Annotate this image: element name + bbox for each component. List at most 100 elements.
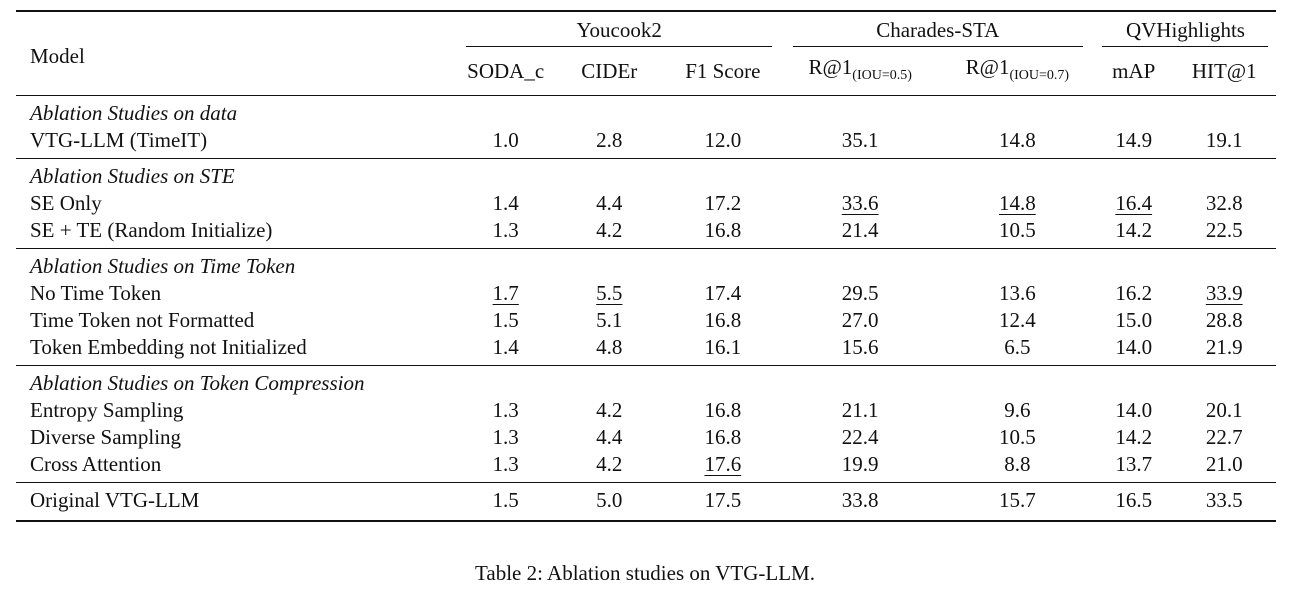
cell-value: 17.6 <box>704 452 742 476</box>
cell-value: 5.5 <box>596 281 623 305</box>
cell-value: 14.2 <box>1115 425 1153 449</box>
cell-value: 6.5 <box>1004 335 1031 359</box>
row-model-name: SE + TE (Random Initialize) <box>30 218 273 242</box>
col-header-map: mAP <box>1112 59 1156 83</box>
cell-value: 1.3 <box>492 398 519 422</box>
cell-map: 15.0 <box>1095 307 1173 334</box>
cell-soda: 1.0 <box>458 127 554 159</box>
cell-value: 16.2 <box>1115 281 1153 305</box>
section-header-row: Ablation Studies on data <box>16 95 1276 127</box>
column-header-row: SODA_c CIDEr F1 Score R@1(IOU=0.5) R@1(I… <box>16 50 1276 96</box>
cell-value: 1.5 <box>492 308 519 332</box>
cell-cider: 5.1 <box>554 307 665 334</box>
cell-hit1: 21.0 <box>1172 451 1276 483</box>
col-header-r1-iou07-sub: (IOU=0.7) <box>1009 68 1070 83</box>
cell-hit1: 22.7 <box>1172 424 1276 451</box>
cell-soda: 1.3 <box>458 451 554 483</box>
col-header-hit1: HIT@1 <box>1191 59 1257 83</box>
cell-value: 1.0 <box>492 128 519 152</box>
table-row: Entropy Sampling 1.3 4.2 16.8 21.1 9.6 14.0 20.… <box>16 397 1276 424</box>
cell-value: 10.5 <box>998 218 1036 242</box>
cell-hit1: 32.8 <box>1172 190 1276 217</box>
cell-hit1: 20.1 <box>1172 397 1276 424</box>
cell-cider: 5.0 <box>553 482 666 522</box>
cell-value: 13.7 <box>1115 452 1153 476</box>
row-model-name: Entropy Sampling <box>30 398 184 422</box>
cell-value: 4.2 <box>596 452 623 476</box>
cell-r1-iou05: 35.1 <box>781 127 940 159</box>
cell-value: 14.0 <box>1115 398 1153 422</box>
cell-value: 1.7 <box>492 281 519 305</box>
cell-r1-iou07: 14.8 <box>940 127 1095 159</box>
cell-value: 8.8 <box>1004 452 1031 476</box>
cell-value: 1.3 <box>492 218 519 242</box>
group-header-row: Model Youcook2 Charades-STA QVHighlights <box>16 10 1276 96</box>
cell-r1-iou07: 14.8 <box>940 190 1095 217</box>
cell-soda: 1.4 <box>458 190 554 217</box>
cell-r1-iou05: 29.5 <box>781 280 940 307</box>
cell-r1-iou05: 21.1 <box>781 397 940 424</box>
table-row: Token Embedding not Initialized 1.4 4.8 16.… <box>16 334 1276 366</box>
cell-r1-iou05: 33.8 <box>780 482 940 522</box>
cell-value: 27.0 <box>841 308 879 332</box>
cell-value: 22.7 <box>1205 425 1243 449</box>
table-row: SE + TE (Random Initialize) 1.3 4.2 16.8 21.… <box>16 217 1276 249</box>
row-model-name: Diverse Sampling <box>30 425 182 449</box>
col-header-r1-iou05: R@1(IOU=0.5) <box>781 50 940 96</box>
cell-value: 35.1 <box>841 128 879 152</box>
section-title: Ablation Studies on STE <box>16 158 1276 190</box>
col-header-r1-iou05-sub: (IOU=0.5) <box>852 68 912 83</box>
table-row: Time Token not Formatted 1.5 5.1 16.8 27.0 12… <box>16 307 1276 334</box>
cell-soda: 1.3 <box>458 424 554 451</box>
cell-f1: 17.5 <box>665 482 781 522</box>
cell-r1-iou05: 19.9 <box>781 451 940 483</box>
group-header-qvhighlights-label: QVHighlights <box>1102 17 1269 47</box>
cell-soda: 1.3 <box>458 397 554 424</box>
cell-value: 14.8 <box>998 191 1036 215</box>
final-section: Original VTG-LLM 1.5 5.0 17.5 33.8 15.7 … <box>16 482 1276 522</box>
table-row: No Time Token 1.7 5.5 17.4 29.5 13.6 16.2 33.9 <box>16 280 1276 307</box>
cell-r1-iou05: 27.0 <box>781 307 940 334</box>
cell-f1: 17.2 <box>665 190 781 217</box>
col-header-r1-iou07: R@1(IOU=0.7) <box>940 50 1095 96</box>
cell-value: 15.6 <box>841 335 879 359</box>
cell-r1-iou05: 21.4 <box>781 217 940 249</box>
row-model-name: VTG-LLM (TimeIT) <box>30 128 208 152</box>
table-row: VTG-LLM (TimeIT) 1.0 2.8 12.0 35.1 14.8 14.9 19… <box>16 127 1276 159</box>
cell-value: 16.8 <box>704 398 742 422</box>
cell-cider: 2.8 <box>554 127 665 159</box>
cell-value: 32.8 <box>1205 191 1243 215</box>
row-model-name: Original VTG-LLM <box>16 482 458 522</box>
cell-cider: 5.5 <box>554 280 665 307</box>
cell-value: 16.1 <box>704 335 742 359</box>
cell-r1-iou05: 22.4 <box>781 424 940 451</box>
cell-soda: 1.4 <box>458 334 554 366</box>
cell-r1-iou07: 10.5 <box>940 424 1095 451</box>
cell-map: 14.0 <box>1095 334 1173 366</box>
table-body: Ablation Studies on data VTG-LLM (TimeIT)… <box>16 95 1276 483</box>
cell-cider: 4.2 <box>554 217 665 249</box>
row-model-name: SE Only <box>30 191 102 215</box>
cell-value: 12.4 <box>998 308 1036 332</box>
cell-r1-iou07: 10.5 <box>940 217 1095 249</box>
cell-f1: 17.6 <box>665 451 781 483</box>
cell-soda: 1.7 <box>458 280 554 307</box>
cell-r1-iou07: 12.4 <box>940 307 1095 334</box>
cell-map: 13.7 <box>1095 451 1173 483</box>
cell-value: 14.9 <box>1115 128 1153 152</box>
cell-value: 21.1 <box>841 398 879 422</box>
cell-r1-iou07: 8.8 <box>940 451 1095 483</box>
cell-value: 19.1 <box>1205 128 1243 152</box>
cell-map: 14.0 <box>1095 397 1173 424</box>
cell-value: 17.2 <box>704 191 742 215</box>
cell-r1-iou05: 33.6 <box>781 190 940 217</box>
cell-value: 13.6 <box>998 281 1036 305</box>
cell-map: 16.5 <box>1094 482 1173 522</box>
ablation-table: Model Youcook2 Charades-STA QVHighlights… <box>16 10 1276 522</box>
cell-value: 14.8 <box>998 128 1036 152</box>
row-model-name: Token Embedding not Initialized <box>30 335 307 359</box>
section-title: Ablation Studies on Token Compression <box>16 365 1276 397</box>
cell-value: 1.3 <box>492 452 519 476</box>
cell-cider: 4.8 <box>554 334 665 366</box>
